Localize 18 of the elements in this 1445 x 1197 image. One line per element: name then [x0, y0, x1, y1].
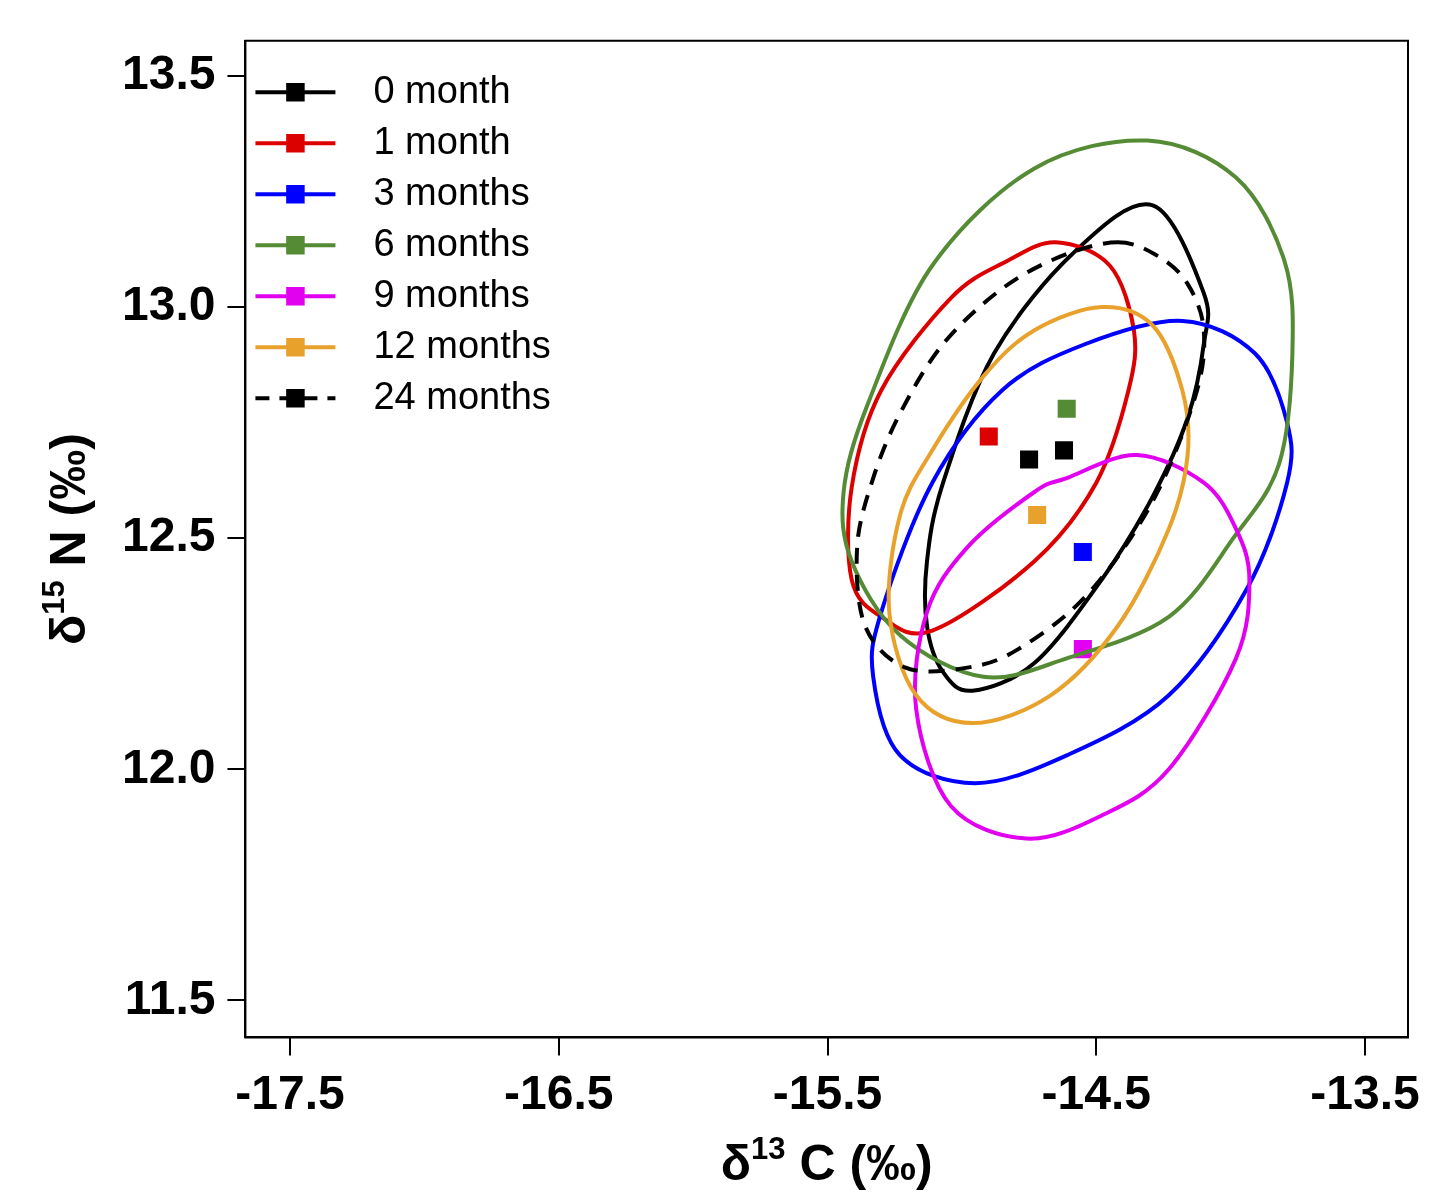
- y-tick-label: 13.0: [122, 277, 216, 331]
- y-tick-label: 12.0: [122, 739, 216, 793]
- legend-label: 24 months: [373, 374, 551, 417]
- x-tick-label: -16.5: [504, 1066, 614, 1120]
- legend-label: 3 months: [373, 170, 530, 213]
- x-tick-label: -14.5: [1041, 1066, 1151, 1120]
- x-tick-label: -15.5: [772, 1066, 883, 1120]
- legend-label: 12 months: [373, 323, 551, 366]
- legend-label: 1 month: [373, 119, 511, 162]
- y-tick-label: 13.5: [122, 46, 216, 100]
- legend-label: 6 months: [373, 221, 530, 264]
- legend-label: 9 months: [373, 272, 530, 315]
- y-tick-label: 11.5: [124, 970, 216, 1024]
- x-tick-label: -13.5: [1310, 1066, 1420, 1120]
- x-tick-label: -17.5: [235, 1066, 345, 1120]
- y-tick-label: 12.5: [122, 508, 216, 562]
- y-axis-title: δ15 N (‰): [36, 433, 96, 646]
- legend-label: 0 month: [373, 68, 511, 111]
